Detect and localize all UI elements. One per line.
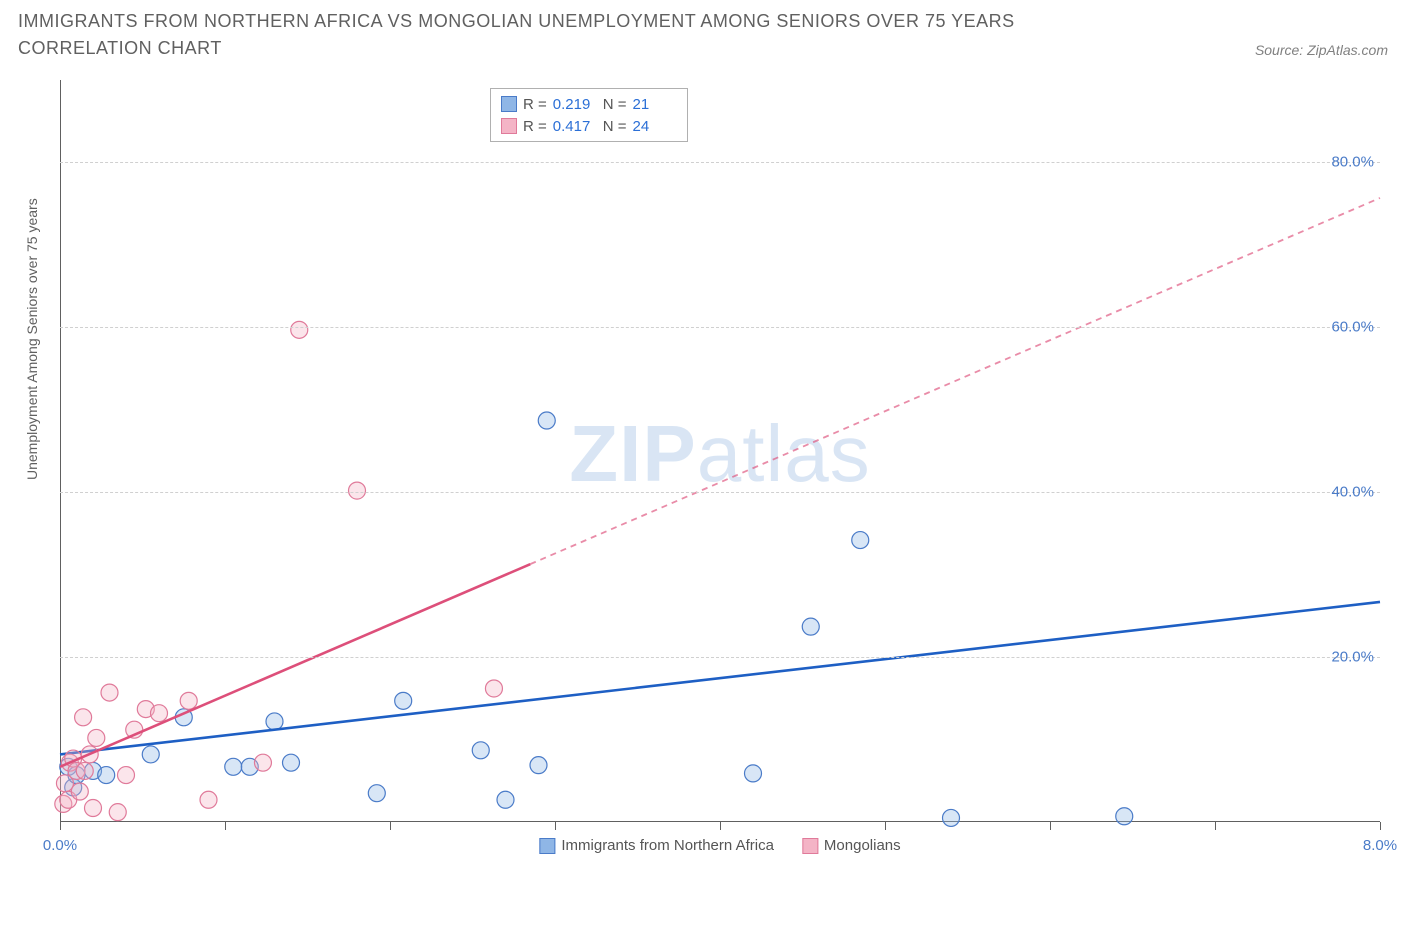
xtick <box>225 822 226 830</box>
xtick <box>1050 822 1051 830</box>
trend-line-solid <box>60 564 530 767</box>
legend-swatch-1 <box>501 118 517 134</box>
plot-svg <box>60 80 1380 860</box>
scatter-point <box>745 765 762 782</box>
scatter-point <box>88 729 105 746</box>
scatter-point <box>485 680 502 697</box>
legend-row-series-0: R = 0.219 N = 21 <box>501 93 677 115</box>
trend-line-solid <box>60 602 1380 755</box>
xtick <box>1215 822 1216 830</box>
scatter-point <box>71 783 88 800</box>
scatter-point <box>98 767 115 784</box>
ytick-label: 40.0% <box>1331 484 1374 501</box>
scatter-point <box>395 692 412 709</box>
source-citation: Source: ZipAtlas.com <box>1255 42 1388 62</box>
bottom-legend-item-0: Immigrants from Northern Africa <box>539 837 774 854</box>
scatter-point <box>266 713 283 730</box>
ytick-label: 20.0% <box>1331 649 1374 666</box>
scatter-point <box>76 762 93 779</box>
scatter-point <box>85 800 102 817</box>
bottom-legend: Immigrants from Northern Africa Mongolia… <box>539 837 900 854</box>
gridline <box>60 162 1380 163</box>
scatter-point <box>180 692 197 709</box>
ytick-label: 60.0% <box>1331 319 1374 336</box>
scatter-point <box>852 532 869 549</box>
ytick-label: 80.0% <box>1331 154 1374 171</box>
n-value-1: 24 <box>633 118 677 135</box>
xtick-label: 8.0% <box>1363 837 1397 854</box>
xtick <box>1380 822 1381 830</box>
scatter-point <box>225 758 242 775</box>
scatter-point <box>109 804 126 821</box>
gridline <box>60 657 1380 658</box>
correlation-legend: R = 0.219 N = 21 R = 0.417 N = 24 <box>490 88 688 142</box>
chart-title: IMMIGRANTS FROM NORTHERN AFRICA VS MONGO… <box>18 8 1118 62</box>
r-value-0: 0.219 <box>553 96 597 113</box>
scatter-point <box>101 684 118 701</box>
xtick <box>60 822 61 830</box>
gridline <box>60 492 1380 493</box>
scatter-point <box>118 767 135 784</box>
gridline <box>60 327 1380 328</box>
bottom-legend-label-0: Immigrants from Northern Africa <box>561 837 774 854</box>
r-value-1: 0.417 <box>553 118 597 135</box>
legend-row-series-1: R = 0.417 N = 24 <box>501 115 677 137</box>
legend-swatch-0 <box>501 96 517 112</box>
n-value-0: 21 <box>633 96 677 113</box>
scatter-point <box>530 757 547 774</box>
scatter-point <box>75 709 92 726</box>
scatter-point <box>151 705 168 722</box>
scatter-point <box>472 742 489 759</box>
bottom-swatch-0 <box>539 838 555 854</box>
bottom-legend-item-1: Mongolians <box>802 837 901 854</box>
scatter-point <box>497 791 514 808</box>
scatter-point <box>802 618 819 635</box>
scatter-point <box>200 791 217 808</box>
bottom-swatch-1 <box>802 838 818 854</box>
scatter-point <box>349 482 366 499</box>
xtick-label: 0.0% <box>43 837 77 854</box>
bottom-legend-label-1: Mongolians <box>824 837 901 854</box>
scatter-point <box>1116 808 1133 825</box>
chart-area: ZIPatlas R = 0.219 N = 21 R = 0.417 N = … <box>60 80 1380 860</box>
header-row: IMMIGRANTS FROM NORTHERN AFRICA VS MONGO… <box>0 0 1406 62</box>
scatter-point <box>368 785 385 802</box>
scatter-point <box>142 746 159 763</box>
xtick <box>390 822 391 830</box>
trend-line-dashed <box>530 198 1380 564</box>
scatter-point <box>943 809 960 826</box>
scatter-point <box>254 754 271 771</box>
scatter-point <box>291 321 308 338</box>
xtick <box>555 822 556 830</box>
scatter-point <box>538 412 555 429</box>
xtick <box>885 822 886 830</box>
y-axis-label: Unemployment Among Seniors over 75 years <box>24 198 40 480</box>
scatter-point <box>283 754 300 771</box>
xtick <box>720 822 721 830</box>
